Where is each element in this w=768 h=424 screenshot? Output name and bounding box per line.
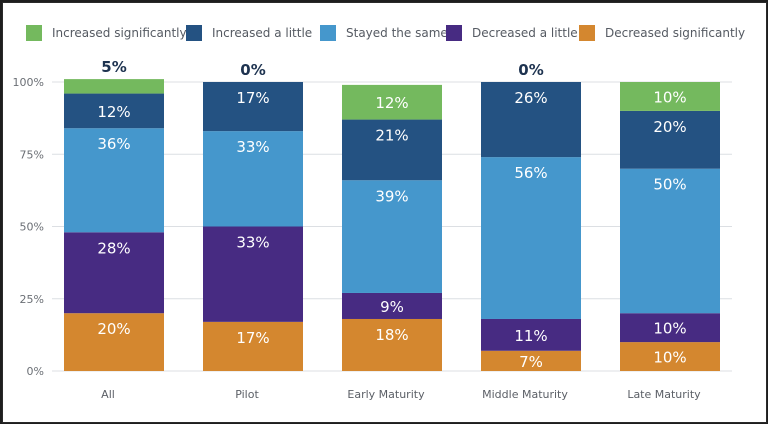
bar-segment-stayed-the-same: [342, 180, 442, 293]
legend-label: Increased a little: [212, 26, 313, 40]
bar-segment-decreased-significantly: [620, 342, 720, 371]
data-label: 18%: [375, 326, 408, 344]
bar-segment-decreased-a-little: [620, 313, 720, 343]
data-label: 20%: [653, 118, 686, 136]
bar-segment-decreased-a-little: [342, 292, 442, 319]
data-label-outside: 0%: [518, 61, 543, 79]
legend-label: Increased significantly: [52, 26, 187, 40]
data-label: 17%: [236, 329, 269, 347]
y-tick-label: 0%: [27, 365, 44, 378]
bar-segment-increased-a-little: [620, 110, 720, 169]
data-label: 10%: [653, 88, 686, 106]
x-tick-label: Late Maturity: [627, 388, 701, 401]
data-label: 56%: [514, 164, 547, 182]
data-label: 10%: [653, 349, 686, 367]
bar-segment-decreased-a-little: [64, 232, 164, 314]
data-label: 12%: [375, 94, 408, 112]
bar-segment-decreased-a-little: [203, 226, 303, 322]
legend-item: Stayed the same: [320, 25, 448, 41]
x-tick-label: Pilot: [235, 388, 259, 401]
bar-segment-increased-a-little: [64, 93, 164, 129]
data-label-outside: 0%: [240, 61, 265, 79]
bar-segment-increased-significantly: [620, 82, 720, 111]
legend-label: Stayed the same: [346, 26, 448, 40]
legend-label: Decreased significantly: [605, 26, 746, 40]
bar-segment-stayed-the-same: [481, 157, 581, 319]
data-label: 33%: [236, 234, 269, 252]
x-tick-label: Middle Maturity: [482, 388, 568, 401]
x-tick-label: All: [101, 388, 115, 401]
bar-segment-decreased-significantly: [64, 313, 164, 371]
bar-segment-decreased-significantly: [481, 350, 581, 371]
y-tick-label: 25%: [20, 293, 44, 306]
bar-segment-stayed-the-same: [64, 128, 164, 233]
data-label: 10%: [653, 320, 686, 338]
legend-item: Increased significantly: [26, 25, 187, 41]
bar-segment-decreased-significantly: [203, 321, 303, 371]
data-label: 21%: [375, 127, 408, 145]
legend-swatch: [186, 25, 202, 41]
y-tick-label: 100%: [13, 76, 44, 89]
legend-label: Decreased a little: [472, 26, 578, 40]
legend-swatch: [446, 25, 462, 41]
data-label: 11%: [514, 327, 547, 345]
data-label: 28%: [97, 239, 130, 257]
bar-segment-increased-significantly: [64, 79, 164, 94]
data-label: 12%: [97, 103, 130, 121]
x-tick-label: Early Maturity: [347, 388, 425, 401]
data-label: 36%: [97, 135, 130, 153]
legend-swatch: [579, 25, 595, 41]
bar-segment-stayed-the-same: [620, 168, 720, 314]
legend-item: Decreased significantly: [579, 25, 745, 41]
y-tick-label: 50%: [20, 221, 44, 234]
y-tick-label: 75%: [20, 148, 44, 161]
data-label: 20%: [97, 320, 130, 338]
legend-swatch: [320, 25, 336, 41]
data-label: 9%: [380, 298, 404, 316]
bar-segment-increased-a-little: [203, 82, 303, 132]
data-label: 26%: [514, 89, 547, 107]
data-label: 17%: [236, 89, 269, 107]
bar-segment-stayed-the-same: [203, 131, 303, 227]
bar-segment-decreased-significantly: [342, 318, 442, 371]
data-label: 50%: [653, 176, 686, 194]
legend: Increased significantly Increased a littl…: [0, 0, 768, 60]
data-label: 7%: [519, 353, 543, 371]
data-label: 39%: [375, 187, 408, 205]
data-label: 33%: [236, 138, 269, 156]
bar-segment-increased-a-little: [481, 82, 581, 158]
data-label-outside: 5%: [101, 58, 126, 76]
bar-segment-increased-a-little: [342, 119, 442, 181]
bar-segment-increased-significantly: [342, 84, 442, 120]
legend-item: Decreased a little: [446, 25, 578, 41]
legend-swatch: [26, 25, 42, 41]
bar-segment-decreased-a-little: [481, 318, 581, 351]
legend-item: Increased a little: [186, 25, 312, 41]
